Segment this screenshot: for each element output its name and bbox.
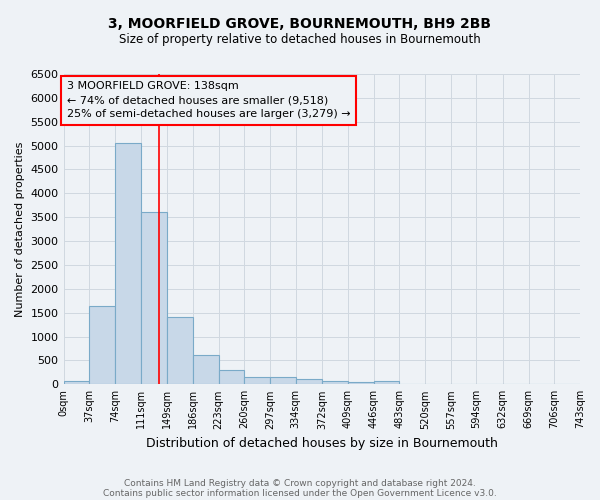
Bar <box>374 381 399 384</box>
Bar <box>218 370 244 384</box>
Text: 3, MOORFIELD GROVE, BOURNEMOUTH, BH9 2BB: 3, MOORFIELD GROVE, BOURNEMOUTH, BH9 2BB <box>109 18 491 32</box>
Bar <box>115 143 140 384</box>
Text: 3 MOORFIELD GROVE: 138sqm
← 74% of detached houses are smaller (9,518)
25% of se: 3 MOORFIELD GROVE: 138sqm ← 74% of detac… <box>67 81 350 119</box>
Text: Contains HM Land Registry data © Crown copyright and database right 2024.: Contains HM Land Registry data © Crown c… <box>124 478 476 488</box>
Bar <box>322 380 348 384</box>
Bar <box>270 378 296 384</box>
Bar <box>296 380 322 384</box>
Bar <box>140 212 167 384</box>
Bar <box>167 318 193 384</box>
Text: Size of property relative to detached houses in Bournemouth: Size of property relative to detached ho… <box>119 32 481 46</box>
Text: Contains public sector information licensed under the Open Government Licence v3: Contains public sector information licen… <box>103 488 497 498</box>
Bar <box>244 376 270 384</box>
X-axis label: Distribution of detached houses by size in Bournemouth: Distribution of detached houses by size … <box>146 437 498 450</box>
Bar <box>89 306 115 384</box>
Bar <box>64 380 89 384</box>
Y-axis label: Number of detached properties: Number of detached properties <box>15 142 25 317</box>
Bar <box>193 355 218 384</box>
Bar <box>348 382 374 384</box>
